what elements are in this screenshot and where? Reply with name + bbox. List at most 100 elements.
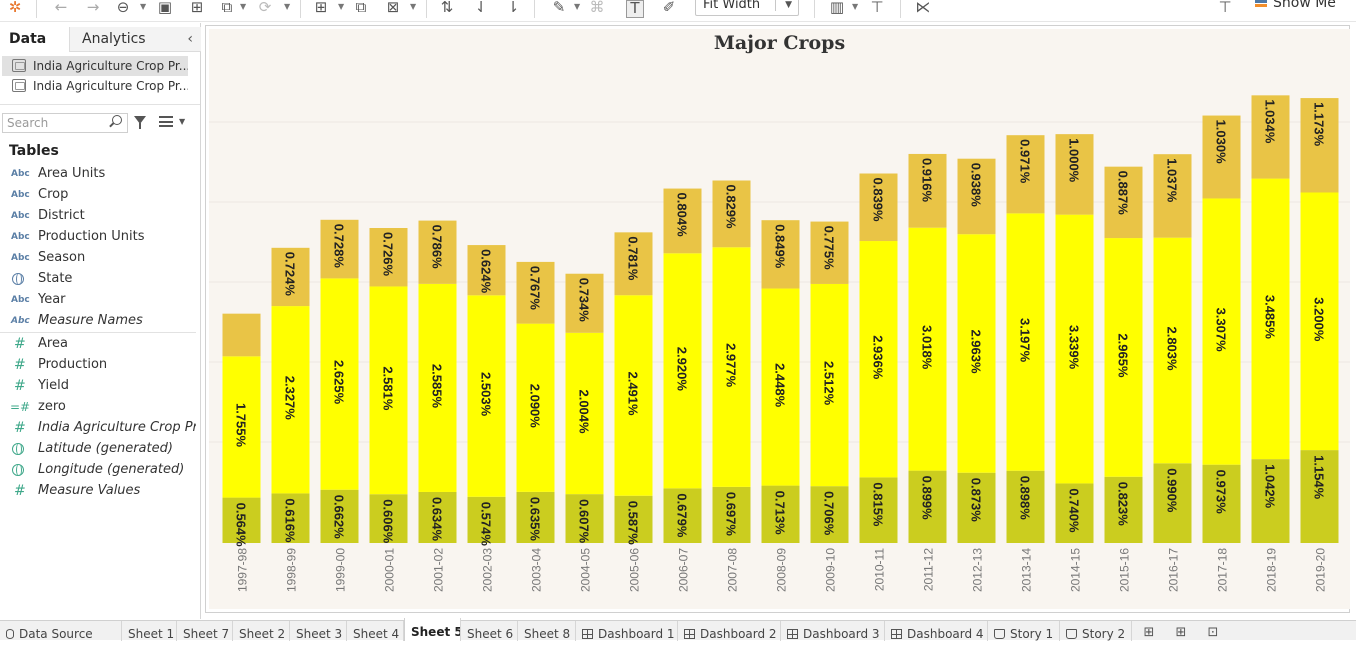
- tab-label: Dashboard 1: [598, 627, 675, 641]
- tab-sheet-3[interactable]: Sheet 3: [290, 621, 347, 641]
- data-label: 0.804%: [675, 193, 690, 238]
- chevron-down-icon[interactable]: ▼: [574, 2, 581, 11]
- field-zero[interactable]: =# zero: [0, 397, 196, 417]
- bar-segment: [663, 188, 702, 254]
- pin-icon[interactable]: ⊤: [1218, 0, 1232, 16]
- bar-segment: [957, 234, 996, 473]
- chevron-down-icon[interactable]: ▼: [140, 2, 147, 11]
- tab-sheet-2[interactable]: Sheet 2: [233, 621, 290, 641]
- chevron-down-icon[interactable]: ▼: [240, 2, 247, 11]
- bar-chart-icon[interactable]: ▥: [829, 0, 845, 16]
- clear-sheet-icon[interactable]: ⊠: [386, 0, 400, 16]
- chevron-left-icon[interactable]: ‹: [187, 31, 193, 47]
- tab-story-1[interactable]: Story 1: [988, 621, 1060, 641]
- chevron-down-icon[interactable]: ▼: [284, 2, 291, 11]
- field-latitude[interactable]: Latitude (generated): [0, 439, 196, 459]
- chevron-down-icon[interactable]: ▼: [852, 2, 859, 11]
- tab-sheet-5[interactable]: Sheet 5: [404, 618, 461, 641]
- chevron-down-icon[interactable]: ▼: [410, 2, 417, 11]
- field-measure-names[interactable]: Abc Measure Names: [0, 311, 196, 331]
- data-label: 2.625%: [332, 360, 347, 405]
- tables-heading: Tables: [9, 143, 59, 159]
- tab-sheet-6[interactable]: Sheet 6: [461, 621, 518, 641]
- tab-label: Sheet 2: [239, 627, 286, 641]
- sort-ascending-icon[interactable]: ⇃: [474, 0, 488, 16]
- tab-data[interactable]: Data: [9, 31, 47, 47]
- group-members-icon[interactable]: ⌘: [589, 0, 605, 16]
- dashboard-icon: [891, 629, 902, 639]
- field-label: Production Units: [38, 229, 145, 244]
- chevron-down-icon[interactable]: ▼: [338, 2, 345, 11]
- field-area-units[interactable]: Abc Area Units: [0, 164, 196, 184]
- tab-dashboard-2[interactable]: Dashboard 2: [678, 621, 781, 641]
- show-me-button[interactable]: Show Me: [1255, 0, 1336, 15]
- swap-axes-icon[interactable]: ⇅: [440, 0, 454, 16]
- undo-icon[interactable]: ←: [54, 0, 68, 16]
- bar-segment: [565, 273, 604, 333]
- data-label: 0.829%: [724, 185, 739, 230]
- bar-segment: [1251, 459, 1290, 543]
- data-source-item[interactable]: India Agriculture Crop Pr...: [2, 76, 188, 96]
- field-crop[interactable]: Abc Crop: [0, 185, 196, 205]
- save-icon[interactable]: ▣: [157, 0, 173, 16]
- x-axis-tick-label: 2018-19: [1265, 548, 1279, 592]
- tab-label: Data Source: [19, 627, 93, 641]
- tab-sheet-8[interactable]: Sheet 8: [518, 621, 576, 641]
- list-view-icon[interactable]: [159, 116, 173, 127]
- tab-dashboard-1[interactable]: Dashboard 1: [576, 621, 678, 641]
- tab-analytics[interactable]: Analytics ‹: [69, 27, 201, 52]
- show-labels-icon[interactable]: T: [626, 0, 644, 18]
- sort-descending-icon[interactable]: ⇂: [506, 0, 520, 16]
- string-type-icon: Abc: [11, 295, 30, 305]
- tab-sheet-4[interactable]: Sheet 4: [347, 621, 404, 641]
- bar-segment: [467, 245, 506, 296]
- field-label: Measure Values: [38, 483, 141, 498]
- field-label: Year: [38, 292, 66, 307]
- field-yield[interactable]: # Yield: [0, 376, 196, 396]
- share-icon[interactable]: ⋉: [915, 0, 931, 16]
- presentation-icon[interactable]: ⊤: [870, 0, 884, 16]
- new-story-icon[interactable]: ⊡: [1207, 625, 1219, 640]
- field-year[interactable]: Abc Year: [0, 290, 196, 310]
- tab-dashboard-4[interactable]: Dashboard 4: [885, 621, 988, 641]
- bar-segment: [663, 488, 702, 543]
- new-sheet-icon[interactable]: ⊞: [1143, 625, 1155, 640]
- bar-segment: [516, 261, 555, 324]
- search-input[interactable]: Search: [2, 113, 128, 133]
- new-worksheet-chart-icon[interactable]: ⊞: [314, 0, 328, 16]
- data-label: 0.823%: [1116, 482, 1131, 527]
- tab-data-source[interactable]: Data Source: [0, 621, 122, 641]
- field-record-count[interactable]: # India Agriculture Crop Pro...: [0, 418, 196, 438]
- duplicate-icon[interactable]: ⧉: [221, 0, 233, 16]
- data-label: 2.503%: [479, 372, 494, 417]
- duplicate-sheet-icon[interactable]: ⧉: [355, 0, 367, 16]
- filter-icon[interactable]: [134, 116, 146, 129]
- tab-sheet-7[interactable]: Sheet 7: [177, 621, 233, 641]
- tab-story-2[interactable]: Story 2: [1060, 621, 1132, 641]
- refresh-icon[interactable]: ⟳: [258, 0, 272, 16]
- data-source-icon[interactable]: ⊖: [116, 0, 130, 16]
- fix-axes-icon[interactable]: ✐: [662, 0, 676, 16]
- new-dashboard-icon[interactable]: ⊞: [1175, 625, 1187, 640]
- field-longitude[interactable]: Longitude (generated): [0, 460, 196, 480]
- redo-icon[interactable]: →: [86, 0, 100, 16]
- new-sheet-icon[interactable]: ⊞: [190, 0, 204, 16]
- field-state[interactable]: State: [0, 269, 196, 289]
- bar-segment: [1300, 98, 1339, 193]
- field-season[interactable]: Abc Season: [0, 248, 196, 268]
- bar-segment: [369, 228, 408, 287]
- tab-sheet-1[interactable]: Sheet 1: [122, 621, 177, 641]
- data-label: 0.786%: [430, 225, 445, 270]
- data-label: 0.634%: [430, 497, 445, 542]
- fit-width-select[interactable]: Fit Width ▼: [695, 0, 799, 16]
- field-area[interactable]: # Area: [0, 334, 196, 354]
- tableau-logo-icon[interactable]: ✲: [8, 0, 22, 16]
- tab-dashboard-3[interactable]: Dashboard 3: [781, 621, 885, 641]
- data-source-item[interactable]: India Agriculture Crop Pr...: [2, 56, 188, 76]
- chevron-down-icon[interactable]: ▼: [179, 117, 186, 126]
- field-measure-values[interactable]: # Measure Values: [0, 481, 196, 501]
- field-district[interactable]: Abc District: [0, 206, 196, 226]
- field-production-units[interactable]: Abc Production Units: [0, 227, 196, 247]
- highlight-icon[interactable]: ✎: [552, 0, 566, 16]
- field-production[interactable]: # Production: [0, 355, 196, 375]
